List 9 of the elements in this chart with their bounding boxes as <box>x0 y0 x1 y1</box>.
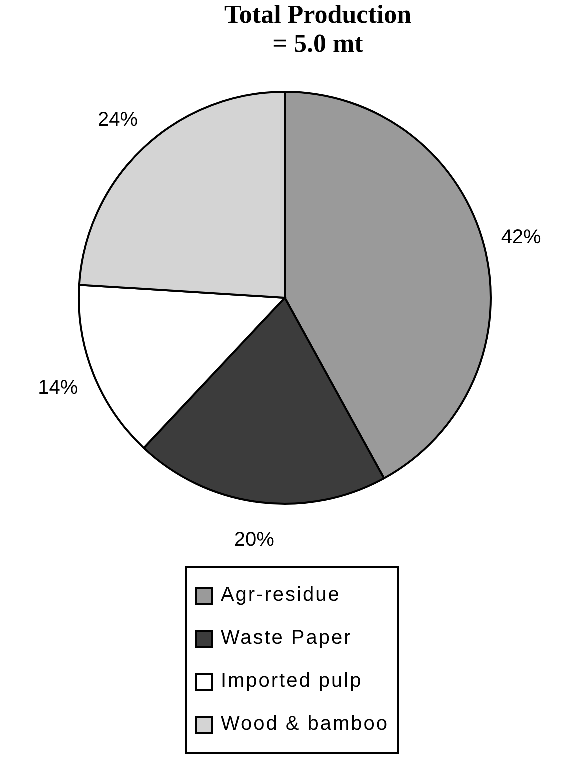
data-label: 14% <box>38 376 78 399</box>
legend-label: Imported pulp <box>220 670 363 693</box>
data-label: 42% <box>501 226 542 248</box>
chart-title: Total Production = 5.0 mt <box>223 0 413 58</box>
legend-label: Waste Paper <box>220 627 352 650</box>
data-label: 24% <box>98 109 138 132</box>
legend-label: Wood & bamboo <box>220 713 390 736</box>
data-label: 20% <box>234 529 275 552</box>
legend-label: Agr-residue <box>220 584 341 607</box>
